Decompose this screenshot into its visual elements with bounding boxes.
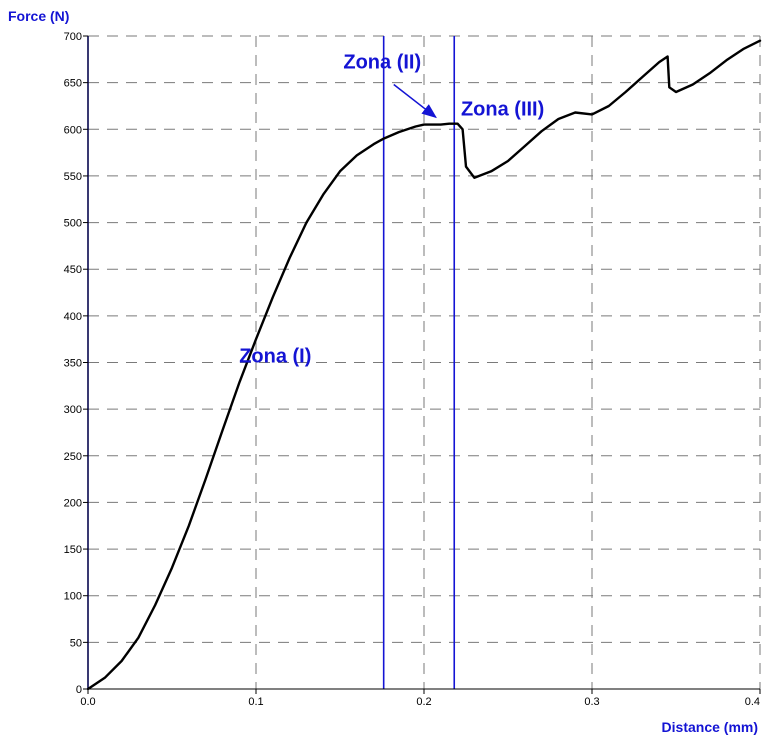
y-tick-label: 50 [70, 637, 82, 649]
y-tick-label: 400 [64, 311, 82, 323]
zone-label: Zona (II) [343, 52, 421, 74]
y-tick-label: 450 [64, 264, 82, 276]
y-tick-label: 550 [64, 171, 82, 183]
x-axis-label: Distance (mm) [662, 719, 758, 735]
y-tick-label: 700 [64, 31, 82, 43]
y-axis-label: Force (N) [8, 8, 69, 24]
y-tick-label: 650 [64, 78, 82, 90]
x-tick-label: 0.4 [745, 696, 760, 708]
y-tick-label: 350 [64, 358, 82, 370]
zone-label: Zona (III) [461, 98, 544, 120]
y-tick-label: 600 [64, 124, 82, 136]
zone-arrow [393, 83, 437, 119]
y-tick-label: 200 [64, 497, 82, 509]
x-tick-label: 0.2 [416, 696, 431, 708]
grid [88, 35, 761, 689]
force-curve [86, 39, 762, 691]
y-tick-label: 100 [64, 591, 82, 603]
y-tick-label: 150 [64, 544, 82, 556]
zone-label: Zona (I) [239, 346, 311, 368]
annotations: Zona (I) Zona (II) Zona (III) [239, 52, 544, 368]
x-tick-label: 0.1 [248, 696, 263, 708]
x-tick-label: 0.3 [584, 696, 599, 708]
y-tick-label: 300 [64, 404, 82, 416]
y-tick-label: 0 [76, 684, 82, 696]
y-tick-label: 500 [64, 218, 82, 230]
tick-labels: 0 50 100 150 200 250 300 350 400 450 500 550 600 650 7… [64, 31, 761, 708]
y-tick-label: 250 [64, 451, 82, 463]
series-layer [86, 39, 762, 691]
x-tick-label: 0.0 [80, 696, 95, 708]
